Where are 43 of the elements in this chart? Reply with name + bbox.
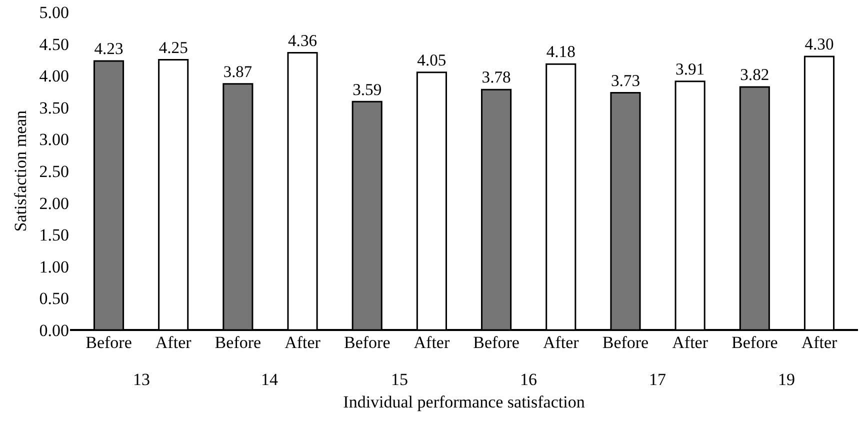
data-label: 3.87 [223, 62, 252, 82]
y-tick-label: 1.50 [39, 226, 69, 245]
x-tick-label: 13 [133, 370, 150, 389]
x-tick-label: 19 [778, 370, 795, 389]
y-tick-label: 3.50 [39, 98, 69, 118]
y-tick-label: 1.00 [39, 257, 69, 276]
y-tick-label: 3.00 [39, 130, 69, 150]
data-label: 4.36 [288, 30, 318, 50]
text: Before [86, 333, 132, 352]
y-tick-label: 2.00 [39, 194, 69, 213]
x-tick-label: 16 [520, 370, 537, 389]
y-tick-label: 5.00 [39, 2, 69, 22]
series-label: Before [473, 333, 520, 352]
y-tick-label: 2.50 [39, 162, 69, 181]
text: Before [602, 333, 649, 352]
y-tick-label: 4.50 [39, 34, 69, 54]
text: After [155, 333, 192, 352]
y-tick-label: 4.00 [39, 66, 69, 86]
x-tick-label: 15 [391, 370, 408, 389]
data-label: 3.82 [740, 65, 770, 84]
data-label: 4.23 [94, 39, 124, 58]
data-label: 3.73 [610, 70, 640, 90]
y-axis-title: Satisfaction mean [11, 110, 30, 232]
y-tick-label: 0.00 [39, 320, 69, 340]
data-label: 3.78 [482, 68, 511, 87]
text: Before [732, 333, 778, 352]
text: Before [214, 333, 262, 352]
text: After [542, 333, 579, 352]
data-label: 3.91 [676, 59, 705, 78]
text: After [672, 333, 708, 352]
text: After [801, 333, 838, 352]
data-label: 4.25 [158, 38, 188, 57]
data-label: 4.30 [804, 34, 834, 54]
text: Before [344, 333, 390, 352]
x-tick-label: 17 [649, 370, 666, 389]
series-label: After [284, 333, 321, 352]
y-tick-label: 0.50 [39, 289, 69, 308]
data-label: 4.18 [546, 42, 576, 62]
data-label: 4.05 [417, 50, 446, 70]
data-label: 3.59 [352, 80, 382, 99]
text: After [414, 333, 450, 352]
x-tick-label: 14 [261, 370, 278, 389]
x-axis-title: Individual performance satisfaction [343, 392, 586, 412]
